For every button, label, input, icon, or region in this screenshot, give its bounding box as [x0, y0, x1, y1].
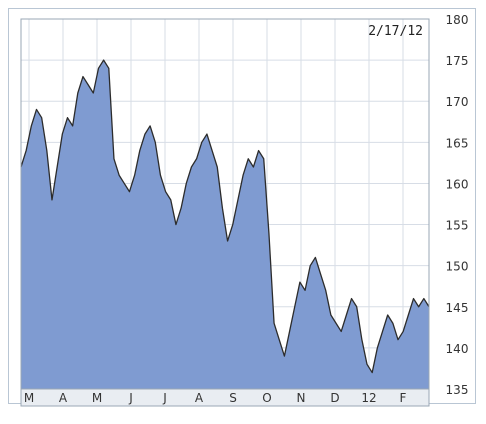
- x-tick-label-9: D: [330, 391, 339, 405]
- y-tick-label-9: 135: [446, 383, 469, 397]
- y-tick-label-8: 140: [446, 342, 469, 356]
- date-label: 2/17/12: [368, 24, 423, 39]
- y-tick-label-1: 175: [446, 54, 469, 68]
- x-tick-label-8: N: [297, 391, 306, 405]
- price-chart: M A M J J A S O N D 12 F 180 175 170 165 160 155 150 145 140…: [20, 13, 469, 407]
- x-axis-bar: [20, 388, 430, 407]
- y-tick-label-2: 170: [446, 95, 469, 109]
- series-line: [20, 59, 430, 374]
- x-tick-label-1: A: [59, 391, 68, 405]
- y-tick-label-7: 145: [446, 301, 469, 315]
- x-tick-label-11: F: [400, 391, 407, 405]
- x-tick-label-4: J: [162, 391, 167, 405]
- y-tick-label-3: 165: [446, 136, 469, 150]
- y-tick-label-6: 150: [446, 260, 469, 274]
- y-tick-label-5: 155: [446, 219, 469, 233]
- y-tick-label-4: 160: [446, 177, 469, 191]
- x-tick-label-7: O: [262, 391, 271, 405]
- x-tick-label-5: A: [195, 391, 204, 405]
- x-tick-label-3: J: [128, 391, 133, 405]
- x-tick-label-0: M: [24, 391, 34, 405]
- x-tick-label-10: 12: [361, 391, 376, 405]
- x-tick-label-2: M: [92, 391, 102, 405]
- y-tick-label-0: 180: [446, 13, 469, 27]
- x-tick-label-6: S: [229, 391, 237, 405]
- chart-frame: M A M J J A S O N D 12 F 180 175 170 165 160 155 150 145 140…: [8, 8, 476, 407]
